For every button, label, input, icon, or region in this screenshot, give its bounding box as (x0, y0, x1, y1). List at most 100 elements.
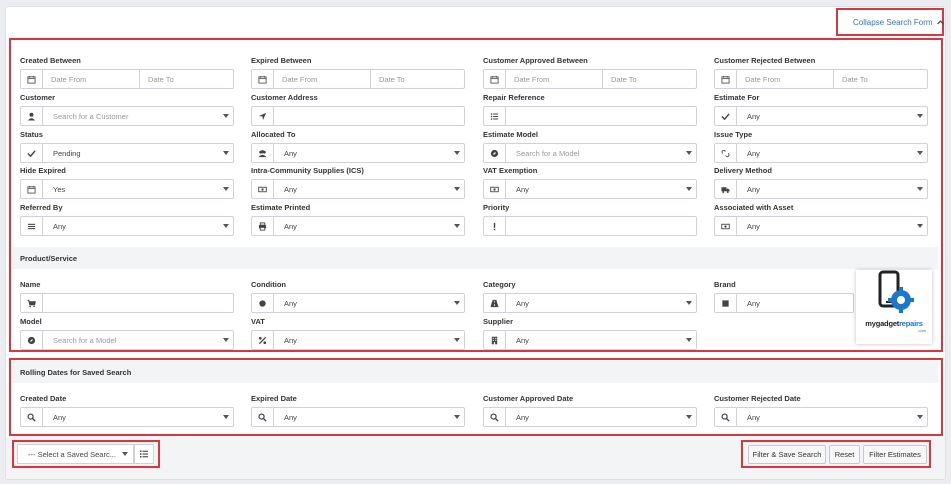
chevron-down-icon (450, 217, 464, 235)
condition-field: Condition Any (251, 280, 465, 313)
estimate-printed-value: Any (284, 221, 297, 231)
money-icon (252, 180, 274, 198)
calendar-icon (715, 70, 737, 88)
expired-date-field: Expired Date Any (251, 394, 465, 427)
delivery-method-select[interactable]: Any (714, 179, 928, 199)
delivery-method-value: Any (747, 184, 760, 194)
user-icon (21, 107, 43, 125)
allocated-to-select[interactable]: Any (251, 143, 465, 163)
ics-select[interactable]: Any (251, 179, 465, 199)
rejected-date-to-input[interactable]: Date To (833, 70, 927, 88)
hide-expired-value: Yes (53, 184, 66, 194)
filter-estimates-button[interactable]: Filter Estimates (863, 445, 927, 464)
calendar-icon (252, 70, 274, 88)
model-placeholder: Search for a Model (53, 335, 117, 345)
expired-between-field: Expired Between Date From Date To (251, 56, 465, 89)
estimate-for-label: Estimate For (714, 93, 760, 102)
brand-label: Brand (714, 280, 736, 289)
chevron-down-icon (122, 452, 128, 456)
customer-approved-date-label: Customer Approved Date (483, 394, 574, 403)
model-select[interactable]: Search for a Model (20, 330, 234, 350)
chevron-down-icon (682, 180, 696, 198)
expired-date-to-input[interactable]: Date To (370, 70, 464, 88)
rejected-date-from-input[interactable]: Date From (745, 74, 781, 84)
associated-with-asset-label: Associated with Asset (714, 203, 794, 212)
highlight-rolling-dates (9, 358, 943, 436)
category-value: Any (516, 298, 529, 308)
vat-field: VAT Any (251, 317, 465, 350)
status-field: Status Pending (20, 130, 234, 163)
created-date-select[interactable]: Any (20, 407, 234, 427)
vat-select[interactable]: Any (251, 330, 465, 350)
chevron-up-icon (936, 20, 944, 25)
repair-reference-input[interactable] (506, 107, 696, 125)
brand-select[interactable]: Any (714, 293, 854, 313)
chevron-down-icon (219, 180, 233, 198)
vat-exemption-select[interactable]: Any (483, 179, 697, 199)
allocated-to-field: Allocated To Any (251, 130, 465, 163)
collapse-search-form-link[interactable]: Collapse Search Form (853, 18, 944, 27)
calendar-icon (21, 180, 43, 198)
estimate-model-field: Estimate Model Search for a Model (483, 130, 697, 163)
condition-select[interactable]: Any (251, 293, 465, 313)
created-date-to-input[interactable]: Date To (139, 70, 233, 88)
product-service-header: Product/Service (12, 247, 938, 269)
chevron-down-icon (219, 107, 233, 125)
hide-expired-select[interactable]: Yes (20, 179, 234, 199)
associated-with-asset-value: Any (747, 221, 760, 231)
customer-address-input[interactable] (274, 107, 464, 125)
saved-search-select[interactable]: --- Select a Saved Searc... (17, 444, 134, 464)
chevron-down-icon (450, 331, 464, 349)
supplier-select[interactable]: Any (483, 330, 697, 350)
building-icon (484, 331, 506, 349)
category-select[interactable]: Any (483, 293, 697, 313)
vat-value: Any (284, 335, 297, 345)
brand-value: Any (747, 298, 760, 308)
circle-icon (252, 294, 274, 312)
expired-between-label: Expired Between (251, 56, 312, 65)
supplier-value: Any (516, 335, 529, 345)
rolling-dates-header: Rolling Dates for Saved Search (12, 361, 938, 383)
chevron-down-icon (450, 294, 464, 312)
priority-label: Priority (483, 203, 510, 212)
ics-field: Intra-Community Supplies (ICS) Any (251, 166, 465, 199)
customer-field: Customer Search for a Customer (20, 93, 234, 126)
customer-rejected-date-select[interactable]: Any (714, 407, 928, 427)
expired-date-select[interactable]: Any (251, 407, 465, 427)
estimate-model-select[interactable]: Search for a Model (483, 143, 697, 163)
compass-icon (21, 331, 43, 349)
associated-with-asset-select[interactable]: Any (714, 216, 928, 236)
search-icon (484, 408, 506, 426)
check-icon (715, 107, 737, 125)
chevron-down-icon (219, 408, 233, 426)
customer-approved-date-select[interactable]: Any (483, 407, 697, 427)
priority-field: Priority (483, 203, 697, 236)
status-select[interactable]: Pending (20, 143, 234, 163)
highlight-saved-search (12, 440, 160, 468)
chevron-down-icon (450, 180, 464, 198)
product-name-input[interactable] (43, 294, 233, 312)
vat-exemption-label: VAT Exemption (483, 166, 538, 175)
created-between-label: Created Between (20, 56, 81, 65)
issue-type-value: Any (747, 148, 760, 158)
filter-save-search-button[interactable]: Filter & Save Search (748, 445, 826, 464)
supplier-label: Supplier (483, 317, 514, 326)
approved-date-to-input[interactable]: Date To (602, 70, 696, 88)
saved-search-value: --- Select a Saved Searc... (28, 449, 116, 459)
road-icon (484, 294, 506, 312)
estimate-printed-select[interactable]: Any (251, 216, 465, 236)
approved-date-from-input[interactable]: Date From (514, 74, 550, 84)
customer-rejected-date-value: Any (747, 412, 760, 422)
chevron-down-icon (450, 408, 464, 426)
status-value: Pending (53, 148, 81, 158)
issue-type-field: Issue Type Any (714, 130, 928, 163)
estimate-for-select[interactable]: Any (714, 106, 928, 126)
referred-by-select[interactable]: Any (20, 216, 234, 236)
priority-input[interactable] (506, 217, 696, 235)
customer-select[interactable]: Search for a Customer (20, 106, 234, 126)
reset-button[interactable]: Reset (829, 445, 860, 464)
saved-searches-list-button[interactable] (134, 444, 154, 464)
expired-date-from-input[interactable]: Date From (282, 74, 318, 84)
issue-type-select[interactable]: Any (714, 143, 928, 163)
created-date-from-input[interactable]: Date From (51, 74, 87, 84)
